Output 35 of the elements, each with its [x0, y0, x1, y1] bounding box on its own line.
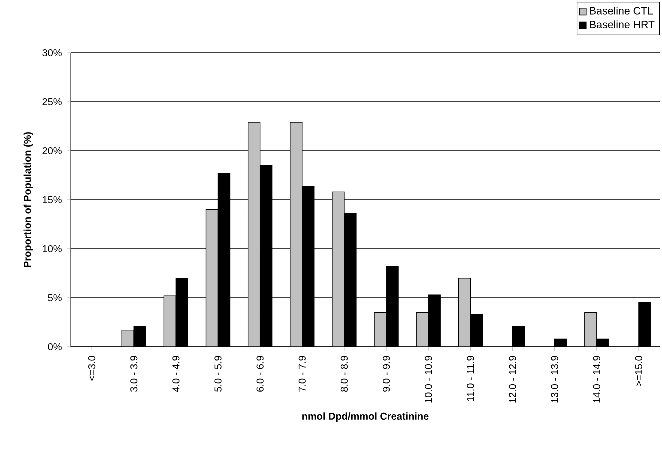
x-tick-label: 4.0 - 4.9	[172, 356, 180, 392]
x-tick-label: 10.0 - 10.9	[425, 356, 432, 403]
x-tick-label: 7.0 - 7.9	[298, 356, 306, 392]
bar	[416, 312, 429, 347]
x-tick-label: 13.0 - 13.9	[551, 356, 558, 403]
bar	[458, 278, 472, 347]
bar	[374, 312, 387, 347]
x-tick-label: 3.0 - 3.9	[130, 356, 138, 392]
bar	[248, 122, 261, 347]
x-tick-label: 6.0 - 6.9	[256, 356, 264, 392]
x-tick-label: <=3.0	[88, 356, 96, 381]
legend-label: Baseline CTL	[590, 6, 654, 15]
y-tick-label: 25%	[42, 98, 62, 106]
bar	[164, 296, 177, 347]
legend-label: Baseline HRT	[590, 20, 655, 29]
x-tick-label: >=15.0	[635, 356, 643, 386]
y-tick-label: 0%	[48, 343, 62, 351]
x-tick-label: 9.0 - 9.9	[382, 356, 390, 392]
x-tick-label: 12.0 - 12.9	[509, 356, 516, 403]
x-tick-label: 11.0 - 11.9	[467, 356, 474, 402]
bar	[290, 122, 303, 347]
bar	[584, 312, 598, 347]
bar	[206, 209, 219, 347]
x-axis-title: nmol Dpd/mmol Creatinine	[302, 412, 429, 422]
y-tick-label: 30%	[42, 49, 62, 57]
y-tick-label: 20%	[42, 147, 62, 155]
y-tick-label: 15%	[43, 196, 62, 204]
x-tick-label: 8.0 - 8.9	[340, 356, 348, 392]
x-tick-label: 14.0 - 14.9	[593, 356, 600, 403]
bar	[332, 192, 345, 347]
y-tick-label: 10%	[43, 245, 62, 253]
y-axis-title: Proportion of Population (%)	[24, 132, 34, 268]
bar	[122, 330, 134, 347]
x-tick-label: 5.0 - 5.9	[214, 356, 222, 392]
y-tick-label: 5%	[48, 294, 62, 302]
